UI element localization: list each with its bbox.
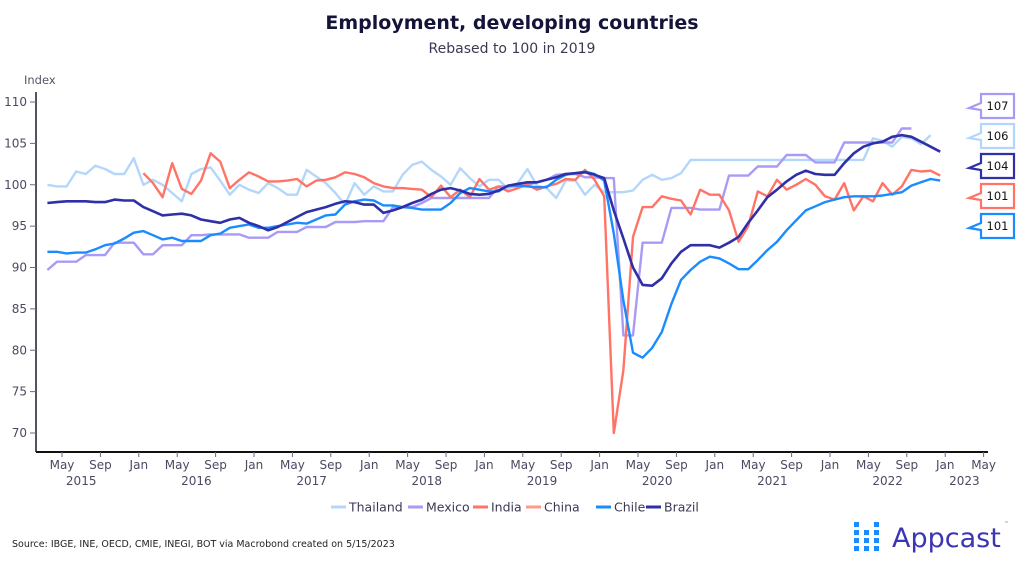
x-year-label: 2020 — [642, 474, 673, 488]
x-year-label: 2015 — [66, 474, 97, 488]
logo-dot — [874, 522, 879, 527]
logo-dot — [864, 538, 869, 543]
x-tick-label: May — [971, 458, 996, 472]
logo-dot — [854, 522, 859, 527]
x-tick-label: Sep — [89, 458, 112, 472]
callout-box — [965, 122, 1016, 150]
appcast-logo: ™ Appcast — [854, 521, 1009, 554]
trademark-mark: ™ — [1004, 521, 1009, 527]
legend-item-thailand: Thailand — [331, 500, 403, 515]
logo-dot — [864, 546, 869, 551]
appcast-logo-text: Appcast — [892, 523, 1001, 554]
callout-mexico: 107 — [965, 92, 1016, 120]
x-tick-label: Sep — [550, 458, 573, 472]
y-tick-label: 105 — [4, 136, 27, 150]
legend-item-chile: Chile — [596, 500, 646, 515]
y-tick-label: 75 — [12, 385, 27, 399]
x-tick-label: Jan — [359, 458, 379, 472]
x-tick-label: May — [510, 458, 535, 472]
legend: Thailand Mexico India China Chile Brazil — [331, 500, 699, 515]
x-year-label: 2017 — [296, 474, 327, 488]
y-axis: 70 75 80 85 90 95 100 105 110 — [4, 92, 37, 452]
y-tick-label: 110 — [4, 95, 27, 109]
x-tick-label: Jan — [474, 458, 494, 472]
chart-title: Employment, developing countries — [325, 12, 698, 34]
callout-value: 101 — [987, 189, 1009, 203]
x-year-label: 2019 — [527, 474, 558, 488]
x-tick-label: Jan — [244, 458, 264, 472]
x-tick-label: Jan — [705, 458, 725, 472]
callout-box — [965, 152, 1016, 180]
logo-dot — [874, 530, 879, 535]
callout-box — [965, 92, 1016, 120]
callout-value: 106 — [987, 129, 1009, 143]
y-axis-title: Index — [24, 73, 56, 87]
x-tick-label: Jan — [935, 458, 955, 472]
x-year-label: 2018 — [412, 474, 443, 488]
x-year-label: 2022 — [872, 474, 903, 488]
source-note: Source: IBGE, INE, OECD, CMIE, INEGI, BO… — [12, 539, 395, 550]
x-tick-label: May — [626, 458, 651, 472]
callout-chile: 101 — [965, 212, 1016, 240]
logo-dot — [854, 530, 859, 535]
callout-value: 104 — [987, 159, 1009, 173]
callout-value: 101 — [987, 219, 1009, 233]
logo-dot — [864, 530, 869, 535]
legend-item-brazil: Brazil — [646, 500, 699, 515]
x-year-label: 2023 — [949, 474, 980, 488]
legend-label: Mexico — [426, 500, 470, 515]
x-tick-label: May — [395, 458, 420, 472]
legend-label: Thailand — [348, 500, 403, 515]
x-year-label: 2021 — [757, 474, 788, 488]
x-tick-label: Sep — [895, 458, 918, 472]
y-tick-label: 85 — [12, 302, 27, 316]
logo-dot — [874, 538, 879, 543]
callout-india: 101 — [965, 182, 1016, 210]
legend-item-india: India — [473, 500, 522, 515]
x-tick-label: Jan — [129, 458, 149, 472]
appcast-logo-dots-icon: ™ — [854, 521, 1009, 551]
x-tick-label: Sep — [435, 458, 458, 472]
legend-label: Chile — [614, 500, 646, 515]
x-tick-label: Sep — [665, 458, 688, 472]
x-tick-label: Sep — [780, 458, 803, 472]
logo-dot — [874, 546, 879, 551]
legend-item-china: China — [526, 500, 580, 515]
x-tick-label: Jan — [820, 458, 840, 472]
chart-subtitle: Rebased to 100 in 2019 — [429, 41, 596, 57]
series-line-mexico — [46, 127, 912, 337]
series-lines — [46, 127, 941, 435]
legend-item-mexico: Mexico — [408, 500, 470, 515]
x-axis: May Sep Jan May Sep Jan May Sep Jan May Sep Jan May S… — [36, 451, 996, 488]
callout-box — [965, 182, 1016, 210]
y-tick-label: 100 — [4, 178, 27, 192]
x-tick-label: May — [741, 458, 766, 472]
x-tick-label: Jan — [589, 458, 609, 472]
logo-dot — [854, 538, 859, 543]
legend-label: Brazil — [664, 500, 699, 515]
callout-box — [965, 212, 1016, 240]
legend-label: China — [544, 500, 580, 515]
x-tick-label: May — [280, 458, 305, 472]
x-tick-label: May — [165, 458, 190, 472]
y-tick-label: 90 — [12, 261, 27, 275]
logo-dot — [854, 546, 859, 551]
x-tick-label: Sep — [319, 458, 342, 472]
x-year-label: 2016 — [181, 474, 212, 488]
x-tick-label: Sep — [204, 458, 227, 472]
legend-label: India — [491, 500, 522, 515]
x-tick-label: May — [856, 458, 881, 472]
callout-thailand: 106 — [965, 122, 1016, 150]
y-tick-label: 70 — [12, 426, 27, 440]
end-value-callouts: 107 106 104 101 101 — [965, 92, 1016, 240]
x-tick-label: May — [50, 458, 75, 472]
y-tick-label: 80 — [12, 343, 27, 357]
y-tick-label: 95 — [12, 219, 27, 233]
series-line-brazil — [47, 133, 941, 288]
series-line-india — [142, 152, 941, 435]
callout-brazil: 104 — [965, 152, 1016, 180]
callout-value: 107 — [987, 99, 1009, 113]
